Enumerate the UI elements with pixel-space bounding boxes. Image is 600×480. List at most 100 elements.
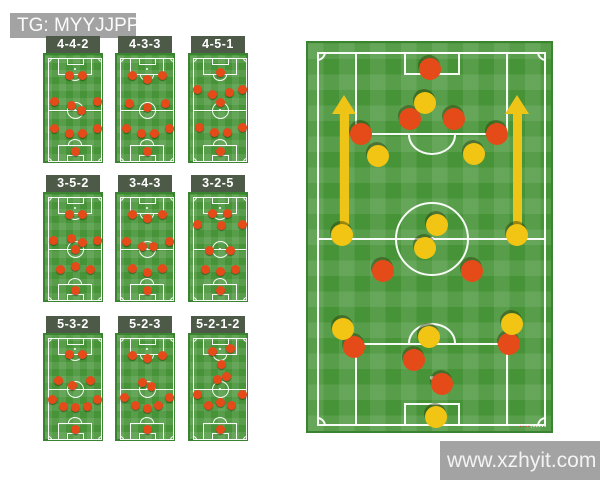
player-dot-red xyxy=(192,389,202,399)
penalty-arc-bottom xyxy=(213,278,227,284)
corner-arc xyxy=(98,297,102,301)
player-dot-red xyxy=(350,123,372,145)
player-dot-red xyxy=(138,378,148,388)
corner-arc xyxy=(243,58,247,62)
player-dot-red xyxy=(142,146,152,156)
corner-arc xyxy=(120,297,124,301)
player-dot-red xyxy=(158,264,168,274)
player-dot-red xyxy=(237,122,247,132)
goal-box-top xyxy=(66,197,84,204)
penalty-arc-bottom xyxy=(68,417,82,423)
center-spot xyxy=(146,388,148,390)
site-watermark: www.xzhyit.com xyxy=(440,441,600,480)
player-dot-red xyxy=(66,233,76,243)
player-dot-red xyxy=(461,260,483,282)
player-dot-red xyxy=(142,214,152,224)
player-dot-yellow xyxy=(425,406,447,428)
corner-arc xyxy=(98,58,102,62)
mini-pitch-5-2-3 xyxy=(115,333,175,441)
player-dot-red xyxy=(142,353,152,363)
player-dot-red xyxy=(215,267,225,277)
goal-box-top xyxy=(138,338,156,345)
corner-arc xyxy=(98,338,102,342)
formation-label-5-2-1-2: 5-2-1-2 xyxy=(191,316,245,333)
formation-label-4-3-3: 4-3-3 xyxy=(118,36,172,53)
player-dot-red xyxy=(82,401,92,411)
big-tactics-pitch: ▪▪▪▪/▪▪▪▪▪ xyxy=(306,41,553,433)
goal-box-top xyxy=(138,58,156,65)
player-dot-yellow xyxy=(426,214,448,236)
formation-label-5-3-2: 5-3-2 xyxy=(46,316,100,333)
corner-arc xyxy=(98,158,102,162)
player-dot-red xyxy=(215,97,225,107)
penalty-arc-bottom xyxy=(140,139,154,145)
penalty-arc-bottom xyxy=(140,417,154,423)
goal-box-top xyxy=(138,197,156,204)
corner-arc xyxy=(170,58,174,62)
corner-arc xyxy=(48,158,52,162)
player-dot-red xyxy=(231,264,241,274)
player-dot-red xyxy=(147,381,157,391)
corner-arc xyxy=(120,158,124,162)
penalty-spot-top xyxy=(219,348,221,350)
goal-box-bottom xyxy=(211,433,229,440)
center-spot xyxy=(219,388,221,390)
mini-pitch-3-2-5 xyxy=(188,192,248,302)
formation-label-4-5-1: 4-5-1 xyxy=(191,36,245,53)
player-dot-yellow xyxy=(501,313,523,335)
corner-arc xyxy=(243,338,247,342)
goal-box-top xyxy=(211,338,229,345)
player-dot-red xyxy=(486,123,508,145)
player-dot-red xyxy=(207,90,217,100)
penalty-spot-top xyxy=(74,207,76,209)
player-dot-yellow xyxy=(414,237,436,259)
player-dot-red xyxy=(226,245,236,255)
goal-box-bottom xyxy=(66,433,84,440)
player-dot-red xyxy=(221,372,231,382)
player-dot-red xyxy=(55,264,65,274)
player-dot-red xyxy=(153,401,163,411)
player-dot-red xyxy=(208,346,218,356)
penalty-arc-bottom xyxy=(140,278,154,284)
player-dot-red xyxy=(92,96,102,106)
player-dot-yellow xyxy=(506,224,528,246)
player-dot-red xyxy=(195,122,205,132)
player-dot-red xyxy=(127,351,137,361)
corner-arc xyxy=(170,197,174,201)
player-dot-yellow xyxy=(463,143,485,165)
player-dot-red xyxy=(142,285,152,295)
penalty-spot-top xyxy=(146,68,148,70)
penalty-spot-top xyxy=(74,348,76,350)
player-dot-red xyxy=(164,124,174,134)
penalty-spot-top xyxy=(219,207,221,209)
player-dot-red xyxy=(47,394,57,404)
goal-box-bottom xyxy=(138,155,156,162)
player-dot-red xyxy=(419,58,441,80)
player-dot-yellow xyxy=(332,318,354,340)
corner-arc xyxy=(48,436,52,440)
goal-box-top xyxy=(66,58,84,65)
site-watermark-text: www.xzhyit.com xyxy=(447,448,597,472)
player-dot-red xyxy=(124,98,134,108)
player-dot-red xyxy=(216,359,226,369)
player-dot-red xyxy=(48,235,58,245)
player-dot-red xyxy=(193,85,203,95)
mini-pitch-5-2-1-2 xyxy=(188,333,248,441)
player-dot-red xyxy=(66,101,76,111)
player-dot-red xyxy=(142,403,152,413)
formation-label-3-4-3: 3-4-3 xyxy=(118,175,172,192)
center-circle xyxy=(394,202,469,276)
goal-box-bottom xyxy=(138,294,156,301)
player-dot-red xyxy=(164,236,174,246)
player-dot-red xyxy=(226,401,236,411)
player-dot-red xyxy=(142,103,152,113)
player-dot-red xyxy=(403,349,425,371)
player-dot-red xyxy=(127,210,137,220)
player-dot-red xyxy=(215,146,225,156)
corner-arc xyxy=(243,436,247,440)
player-dot-red xyxy=(226,344,236,353)
pitch-credit-white: /▪▪▪▪▪ xyxy=(530,424,547,430)
player-dot-red xyxy=(205,245,215,255)
player-dot-red xyxy=(399,108,421,130)
